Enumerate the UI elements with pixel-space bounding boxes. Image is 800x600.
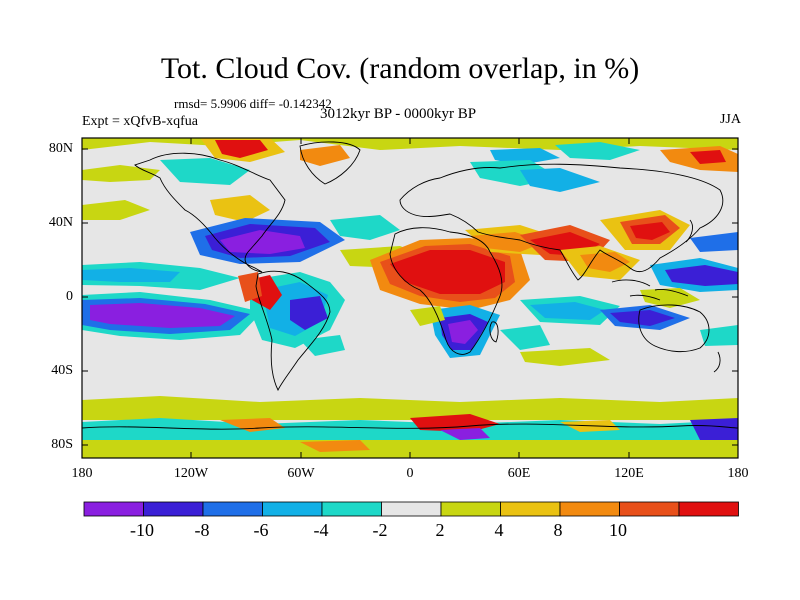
colorbar-label: 2	[435, 520, 445, 540]
colorbar-swatch	[500, 501, 561, 517]
colorbar-swatch	[619, 501, 680, 517]
colorbar-swatch	[83, 501, 144, 517]
colorbar-swatch	[262, 501, 323, 517]
season-label: JJA	[719, 112, 741, 127]
colorbar-label: -6	[253, 520, 269, 540]
colorbar-swatch	[559, 501, 620, 517]
lat-tick-label: 80S	[51, 437, 73, 452]
colorbar-label: 8	[553, 520, 563, 540]
lat-tick-label: 40S	[51, 363, 73, 378]
lon-tick-label: 180	[727, 466, 749, 481]
lon-tick-label: 60W	[287, 466, 315, 481]
lat-tick-label: 0	[66, 289, 73, 304]
colorbar	[83, 501, 739, 517]
colorbar-swatch	[381, 501, 442, 517]
colorbar-label: 10	[609, 520, 627, 540]
colorbar-swatch	[678, 501, 739, 517]
colorbar-swatch	[440, 501, 501, 517]
colorbar-label: -2	[372, 520, 388, 540]
lon-tick-label: 0	[406, 466, 414, 481]
lon-tick-label: 120E	[614, 466, 644, 481]
anomaly-field	[82, 138, 738, 458]
period-label: 3012kyr BP - 0000kyr BP	[320, 106, 477, 122]
colorbar-swatch	[321, 501, 382, 517]
map-title: Tot. Cloud Cov. (random overlap, in %)	[160, 52, 640, 85]
stats-line: rmsd= 5.9906 diff= -0.142342	[174, 96, 332, 111]
lon-tick-label: 60E	[507, 466, 531, 481]
colorbar-label: -10	[130, 520, 154, 540]
colorbar-label: -4	[313, 520, 329, 540]
coastlines	[82, 141, 738, 430]
lon-tick-label: 180	[71, 466, 93, 481]
experiment-label: Expt = xQfvB-xqfua	[82, 114, 198, 129]
colorbar-swatch	[202, 501, 263, 517]
colorbar-label: -8	[194, 520, 210, 540]
axis-ticks	[81, 138, 739, 458]
lat-tick-label: 80N	[48, 141, 73, 156]
lon-tick-label: 120W	[173, 466, 209, 481]
colorbar-swatch	[143, 501, 204, 517]
colorbar-label: 4	[494, 520, 504, 540]
lat-tick-label: 40N	[48, 215, 73, 230]
